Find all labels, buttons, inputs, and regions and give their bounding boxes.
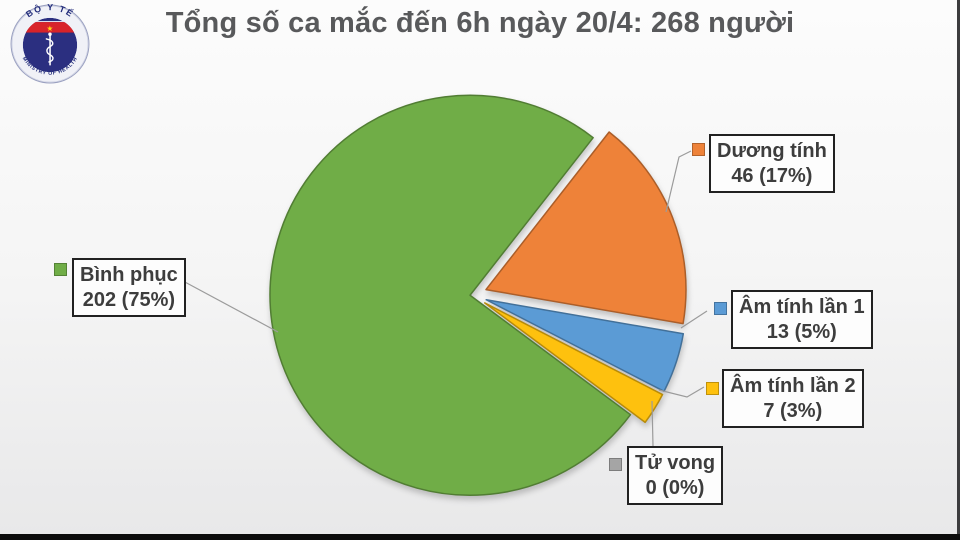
chart-title: Tổng số ca mắc đến 6h ngày 20/4: 268 ngư… xyxy=(165,7,795,39)
video-frame-right-edge xyxy=(957,0,960,540)
callout-binh-phuc: Bình phục 202 (75%) xyxy=(72,258,186,317)
asclepius-staff-icon xyxy=(49,33,51,66)
video-frame-bottom-bar xyxy=(0,534,960,540)
callout-am-tinh-1: Âm tính lần 1 13 (5%) xyxy=(731,290,873,349)
binh-phuc-marker xyxy=(54,263,67,276)
leader-line-binh-phuc xyxy=(182,280,279,333)
leader-lines-group xyxy=(182,150,708,447)
pie-slice-duong-tinh xyxy=(485,131,687,325)
am-tinh-1-marker xyxy=(714,302,727,315)
asclepius-snake-icon xyxy=(45,38,54,63)
leader-line-tu-vong xyxy=(651,400,654,447)
callout-binh-phuc-value: 202 (75%) xyxy=(82,289,176,311)
callout-am-tinh-2-value: 7 (3%) xyxy=(763,400,823,422)
callout-am-tinh-2-label: Âm tính lần 2 xyxy=(730,375,856,397)
ministry-of-health-logo: BỘ Y TẾ ★ MINISTRY OF HEALTH xyxy=(10,2,90,84)
callout-am-tinh-2: Âm tính lần 2 7 (3%) xyxy=(722,369,864,428)
leader-line-am-tinh-2 xyxy=(658,386,705,398)
tu-vong-marker xyxy=(609,458,622,471)
duong-tinh-marker xyxy=(692,143,705,156)
callout-tu-vong: Tử vong 0 (0%) xyxy=(627,446,724,505)
leader-line-duong-tinh xyxy=(665,150,692,213)
callout-tu-vong-label: Tử vong xyxy=(635,452,716,474)
pie-slices-group xyxy=(269,94,687,497)
callout-duong-tinh-value: 46 (17%) xyxy=(731,165,813,187)
callout-tu-vong-value: 0 (0%) xyxy=(645,477,705,499)
callout-am-tinh-1-value: 13 (5%) xyxy=(766,321,837,343)
callout-binh-phuc-label: Bình phục xyxy=(80,264,178,286)
pie-slice-binh-phuc xyxy=(269,94,632,497)
callout-am-tinh-1-label: Âm tính lần 1 xyxy=(739,296,865,318)
leader-line-am-tinh-1 xyxy=(680,310,708,329)
logo-red-band xyxy=(22,22,78,33)
logo-star-icon: ★ xyxy=(47,24,54,33)
callout-duong-tinh: Dương tính 46 (17%) xyxy=(709,134,835,193)
am-tinh-2-marker xyxy=(706,382,719,395)
pie-slice-am-tinh-lan-2 xyxy=(483,302,664,424)
callout-duong-tinh-label: Dương tính xyxy=(717,140,827,162)
